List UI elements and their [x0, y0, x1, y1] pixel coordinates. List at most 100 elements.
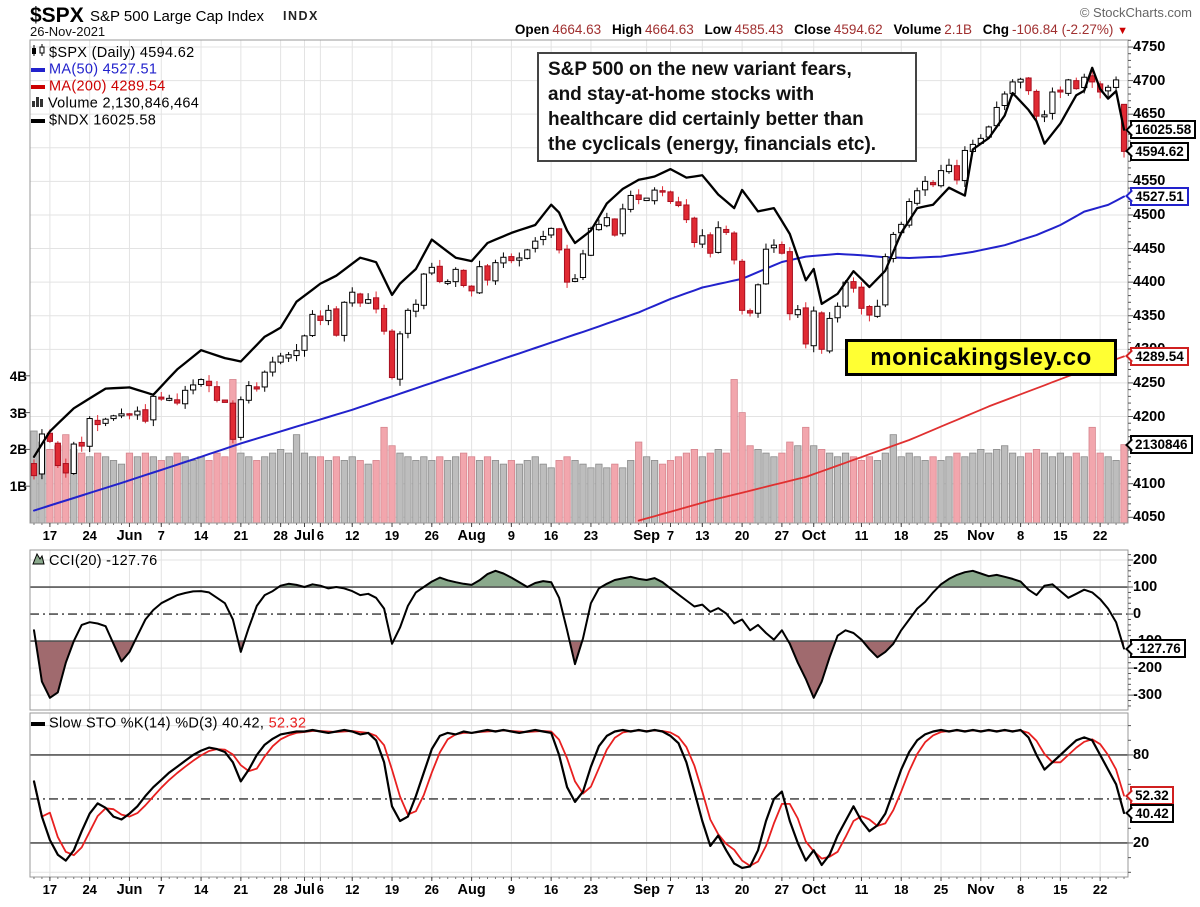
watermark-label: monicakingsley.co	[845, 339, 1117, 376]
volume-axis-label: 3B	[9, 405, 27, 421]
chart-date: 26-Nov-2021	[30, 24, 106, 39]
date-axis-label: Sep	[633, 882, 660, 898]
open-value: 4664.63	[552, 22, 602, 37]
date-axis-label: 19	[384, 882, 400, 897]
legend-cci-label: CCI(20) -127.76	[49, 552, 158, 569]
date-axis-label: 15	[1053, 528, 1068, 543]
date-axis-label: 27	[774, 882, 790, 897]
legend-ma200-label: MA(200) 4289.54	[49, 78, 166, 95]
date-axis-label: Jun	[116, 528, 143, 544]
cci-axis-label: -300	[1133, 687, 1163, 704]
mountain-icon	[31, 552, 46, 570]
price-axis-label: 4050	[1133, 509, 1166, 526]
date-axis-label: 17	[42, 882, 58, 897]
high-label: High	[611, 22, 642, 37]
date-axis-label: Aug	[457, 882, 486, 898]
date-axis-label: 11	[854, 882, 869, 897]
legend-cci: CCI(20) -127.76	[31, 552, 157, 569]
volume-label: Volume	[893, 22, 942, 37]
price-axis-label: 4450	[1133, 240, 1166, 257]
axis-value-tag: 4527.51	[1130, 186, 1189, 206]
axis-value-tag: 4289.54	[1130, 346, 1189, 366]
legend-volume: Volume 2,130,846,464	[31, 95, 199, 112]
close-value: 4594.62	[833, 22, 883, 37]
date-axis-label: 24	[82, 528, 97, 543]
date-axis-label: 27	[774, 528, 790, 543]
sto-axis-label: 80	[1133, 746, 1150, 763]
cci-axis-label: 200	[1133, 552, 1158, 568]
date-axis-label: 12	[345, 882, 360, 897]
line-icon	[31, 112, 46, 129]
symbol-ticker: $SPX	[30, 4, 84, 27]
annotation-box: S&P 500 on the new variant fears, and st…	[537, 52, 917, 162]
date-axis-label: 15	[1053, 882, 1068, 897]
date-axis-label: Nov	[967, 528, 995, 544]
line-icon	[31, 715, 46, 732]
date-axis-label: 6	[316, 882, 325, 897]
date-axis-label: 18	[894, 882, 909, 897]
date-axis-label: 8	[1016, 528, 1025, 543]
cci-axis-label: 0	[1133, 606, 1142, 623]
date-axis-label: Jul	[294, 882, 315, 898]
quote-bar: Open 4664.63 High 4664.63 Low 4585.43 Close…	[515, 22, 1128, 37]
date-axis-label: 25	[933, 528, 949, 543]
date-axis-label: 14	[193, 882, 209, 897]
price-axis-label: 4650	[1133, 106, 1166, 123]
date-axis-label: 7	[157, 528, 165, 543]
date-axis-label: Oct	[801, 882, 826, 898]
date-axis-label: Sep	[633, 528, 660, 544]
copyright: © StockCharts.com	[1079, 5, 1192, 20]
cci-axis-label: 100	[1133, 579, 1158, 596]
legend-spx-label: $SPX (Daily) 4594.62	[49, 44, 195, 61]
date-axis-label: 20	[734, 882, 750, 897]
price-axis-label: 4100	[1133, 475, 1166, 492]
date-axis-label: 13	[695, 528, 710, 543]
date-axis-label: 28	[273, 882, 288, 897]
axis-value-tag: 40.42	[1130, 803, 1174, 823]
date-axis-label: 17	[42, 528, 58, 543]
legend-sto: Slow STO %K(14) %D(3) 40.42, 52.32	[31, 715, 306, 732]
chg-label: Chg	[982, 22, 1010, 37]
volume-bars-icon	[31, 95, 45, 112]
date-axis-label: 8	[1016, 882, 1025, 897]
date-axis-label: 21	[233, 882, 249, 897]
date-axis-label: 18	[894, 528, 909, 543]
date-axis-label: 7	[666, 882, 675, 897]
price-axis-label: 4400	[1133, 274, 1166, 291]
symbol-exchange: INDX	[283, 9, 319, 23]
date-axis-label: 12	[345, 528, 360, 543]
low-label: Low	[704, 22, 732, 37]
date-axis-label: 11	[854, 528, 869, 543]
date-axis-label: 26	[424, 882, 440, 897]
price-axis-label: 4550	[1133, 173, 1166, 190]
date-axis-label: 22	[1092, 882, 1108, 897]
high-value: 4664.63	[644, 22, 694, 37]
date-axis-label: 24	[82, 882, 97, 897]
axis-value-tag: 4594.62	[1130, 141, 1189, 161]
date-axis-label: 23	[583, 528, 599, 543]
legend-ma50: MA(50) 4527.51	[31, 61, 157, 78]
down-arrow-icon: ▼	[1117, 25, 1128, 37]
price-axis-label: 4700	[1133, 72, 1166, 89]
axis-value-tag: 52.32	[1130, 786, 1174, 806]
date-axis-label: 19	[384, 528, 400, 543]
legend-sto-label: Slow STO %K(14) %D(3) 40.42,	[49, 715, 265, 732]
legend-ma50-label: MA(50) 4527.51	[49, 61, 158, 78]
date-axis-label: Aug	[457, 528, 486, 544]
price-axis-label: 4750	[1133, 38, 1166, 55]
date-axis-label: 16	[543, 528, 559, 543]
date-axis-label: 22	[1092, 528, 1108, 543]
date-axis-label: Oct	[801, 528, 826, 544]
price-axis-label: 4200	[1133, 408, 1166, 425]
axis-value-tag: -127.76	[1130, 639, 1186, 659]
chg-value: -106.84 (-2.27%)	[1012, 22, 1114, 37]
legend-sto-d-value: 52.32	[268, 715, 307, 732]
date-axis-label: 14	[193, 528, 209, 543]
date-axis-label: 7	[157, 882, 165, 897]
cci-axis-label: -200	[1133, 660, 1163, 677]
open-label: Open	[514, 22, 550, 37]
date-axis-label: 21	[233, 528, 249, 543]
date-axis-label: Nov	[967, 882, 995, 898]
